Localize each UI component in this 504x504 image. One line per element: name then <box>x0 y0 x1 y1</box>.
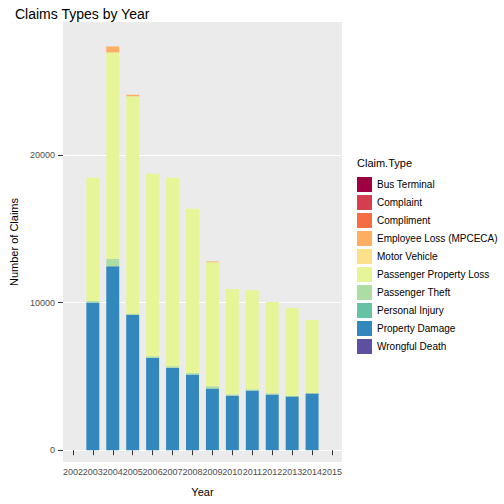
svg-text:Claims Types by Year: Claims Types by Year <box>15 6 150 22</box>
svg-text:2006: 2006 <box>143 467 163 477</box>
svg-text:2008: 2008 <box>182 467 202 477</box>
svg-text:Personal Injury: Personal Injury <box>377 305 444 316</box>
svg-text:20000: 20000 <box>30 150 55 160</box>
svg-text:2012: 2012 <box>262 467 282 477</box>
svg-text:Bus Terminal: Bus Terminal <box>377 179 435 190</box>
svg-text:Passenger Theft: Passenger Theft <box>377 287 450 298</box>
svg-text:Year: Year <box>191 486 214 498</box>
svg-text:Employee Loss (MPCECA): Employee Loss (MPCECA) <box>377 233 498 244</box>
svg-text:2009: 2009 <box>202 467 222 477</box>
svg-text:Motor Vehicle: Motor Vehicle <box>377 251 438 262</box>
svg-text:10000: 10000 <box>30 298 55 308</box>
svg-text:0: 0 <box>50 445 55 455</box>
svg-text:2013: 2013 <box>282 467 302 477</box>
svg-text:Wrongful Death: Wrongful Death <box>377 341 446 352</box>
svg-text:Passenger Property Loss: Passenger Property Loss <box>377 269 489 280</box>
svg-text:2010: 2010 <box>222 467 242 477</box>
svg-text:2007: 2007 <box>163 467 183 477</box>
svg-text:Compliment: Compliment <box>377 215 431 226</box>
svg-text:2004: 2004 <box>103 467 123 477</box>
svg-text:Number of Claims: Number of Claims <box>8 197 20 286</box>
svg-text:Property Damage: Property Damage <box>377 323 456 334</box>
svg-text:2002: 2002 <box>63 467 83 477</box>
svg-text:2014: 2014 <box>302 467 322 477</box>
svg-text:Claim.Type: Claim.Type <box>357 157 412 169</box>
svg-text:2015: 2015 <box>322 467 342 477</box>
svg-text:2003: 2003 <box>83 467 103 477</box>
svg-text:Complaint: Complaint <box>377 197 422 208</box>
svg-text:2011: 2011 <box>243 467 262 477</box>
svg-text:2005: 2005 <box>123 467 143 477</box>
